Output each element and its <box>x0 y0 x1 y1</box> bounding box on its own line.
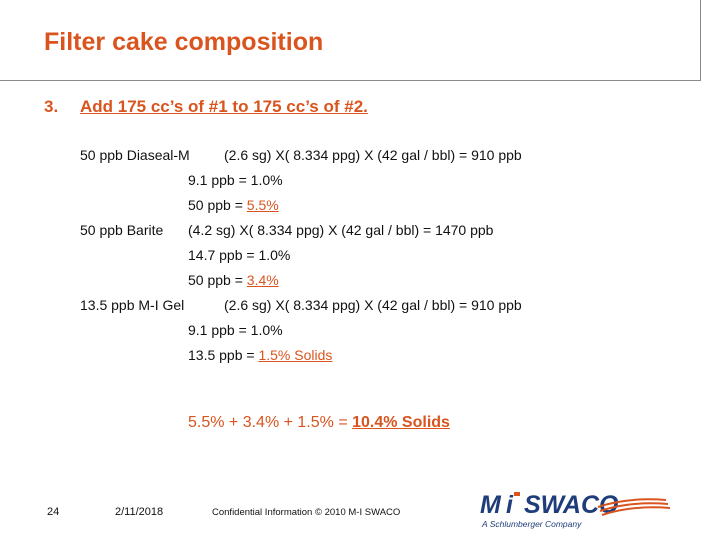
diaseal-label: 50 ppb Diaseal-M <box>80 147 190 163</box>
logo-tagline: A Schlumberger Company <box>481 519 582 529</box>
mi-swaco-logo-graphic: M i SWACO A Schlumberger Company <box>480 491 671 529</box>
barite-result: 50 ppb = 3.4% <box>188 272 279 288</box>
gel-result: 13.5 ppb = 1.5% Solids <box>188 347 332 363</box>
gel-ratio: 9.1 ppb = 1.0% <box>188 322 283 338</box>
barite-result-label: 50 ppb = <box>188 272 247 288</box>
slide-title: Filter cake composition <box>44 28 324 56</box>
diaseal-result-label: 50 ppb = <box>188 197 247 213</box>
summary-total: 10.4% Solids <box>352 414 450 431</box>
barite-label: 50 ppb Barite <box>80 222 164 238</box>
logo-wordmark: M <box>480 491 502 519</box>
barite-ratio: 14.7 ppb = 1.0% <box>188 247 291 263</box>
diaseal-formula: (2.6 sg) X( 8.334 ppg) X (42 gal / bbl) … <box>224 147 522 163</box>
gel-formula: (2.6 sg) X( 8.334 ppg) X (42 gal / bbl) … <box>224 297 522 313</box>
step-number: 3. <box>44 97 59 116</box>
logo-swoosh-3 <box>601 506 671 516</box>
barite-formula: (4.2 sg) X( 8.334 ppg) X (42 gal / bbl) … <box>188 222 494 238</box>
logo-swoosh-2 <box>599 502 669 512</box>
barite-result-value: 3.4% <box>246 272 279 288</box>
footer-confidential: Confidential Information © 2010 M-I SWAC… <box>212 507 401 518</box>
step-text: Add 175 cc’s of #1 to 175 cc’s of #2. <box>80 97 368 116</box>
logo-wordmark-i: i <box>506 491 514 519</box>
logo-swoosh-1 <box>597 498 667 508</box>
solids-summary: 5.5% + 3.4% + 1.5% = 10.4% Solids <box>188 414 450 432</box>
logo-dot <box>514 492 520 496</box>
title-divider-vertical <box>700 0 701 81</box>
summary-sum: 5.5% + 3.4% + 1.5% = <box>188 414 353 431</box>
gel-label: 13.5 ppb M-I Gel <box>80 297 185 313</box>
gel-result-value: 1.5% Solids <box>258 347 333 363</box>
footer-date: 2/11/2018 <box>115 506 164 518</box>
diaseal-ratio: 9.1 ppb = 1.0% <box>188 172 283 188</box>
page-number: 24 <box>47 506 60 518</box>
diaseal-result: 50 ppb = 5.5% <box>188 197 279 213</box>
diaseal-result-value: 5.5% <box>246 197 279 213</box>
gel-result-label: 13.5 ppb = <box>188 347 259 363</box>
title-divider <box>0 80 700 81</box>
company-logo: M i SWACO A Schlumberger Company <box>478 488 678 537</box>
